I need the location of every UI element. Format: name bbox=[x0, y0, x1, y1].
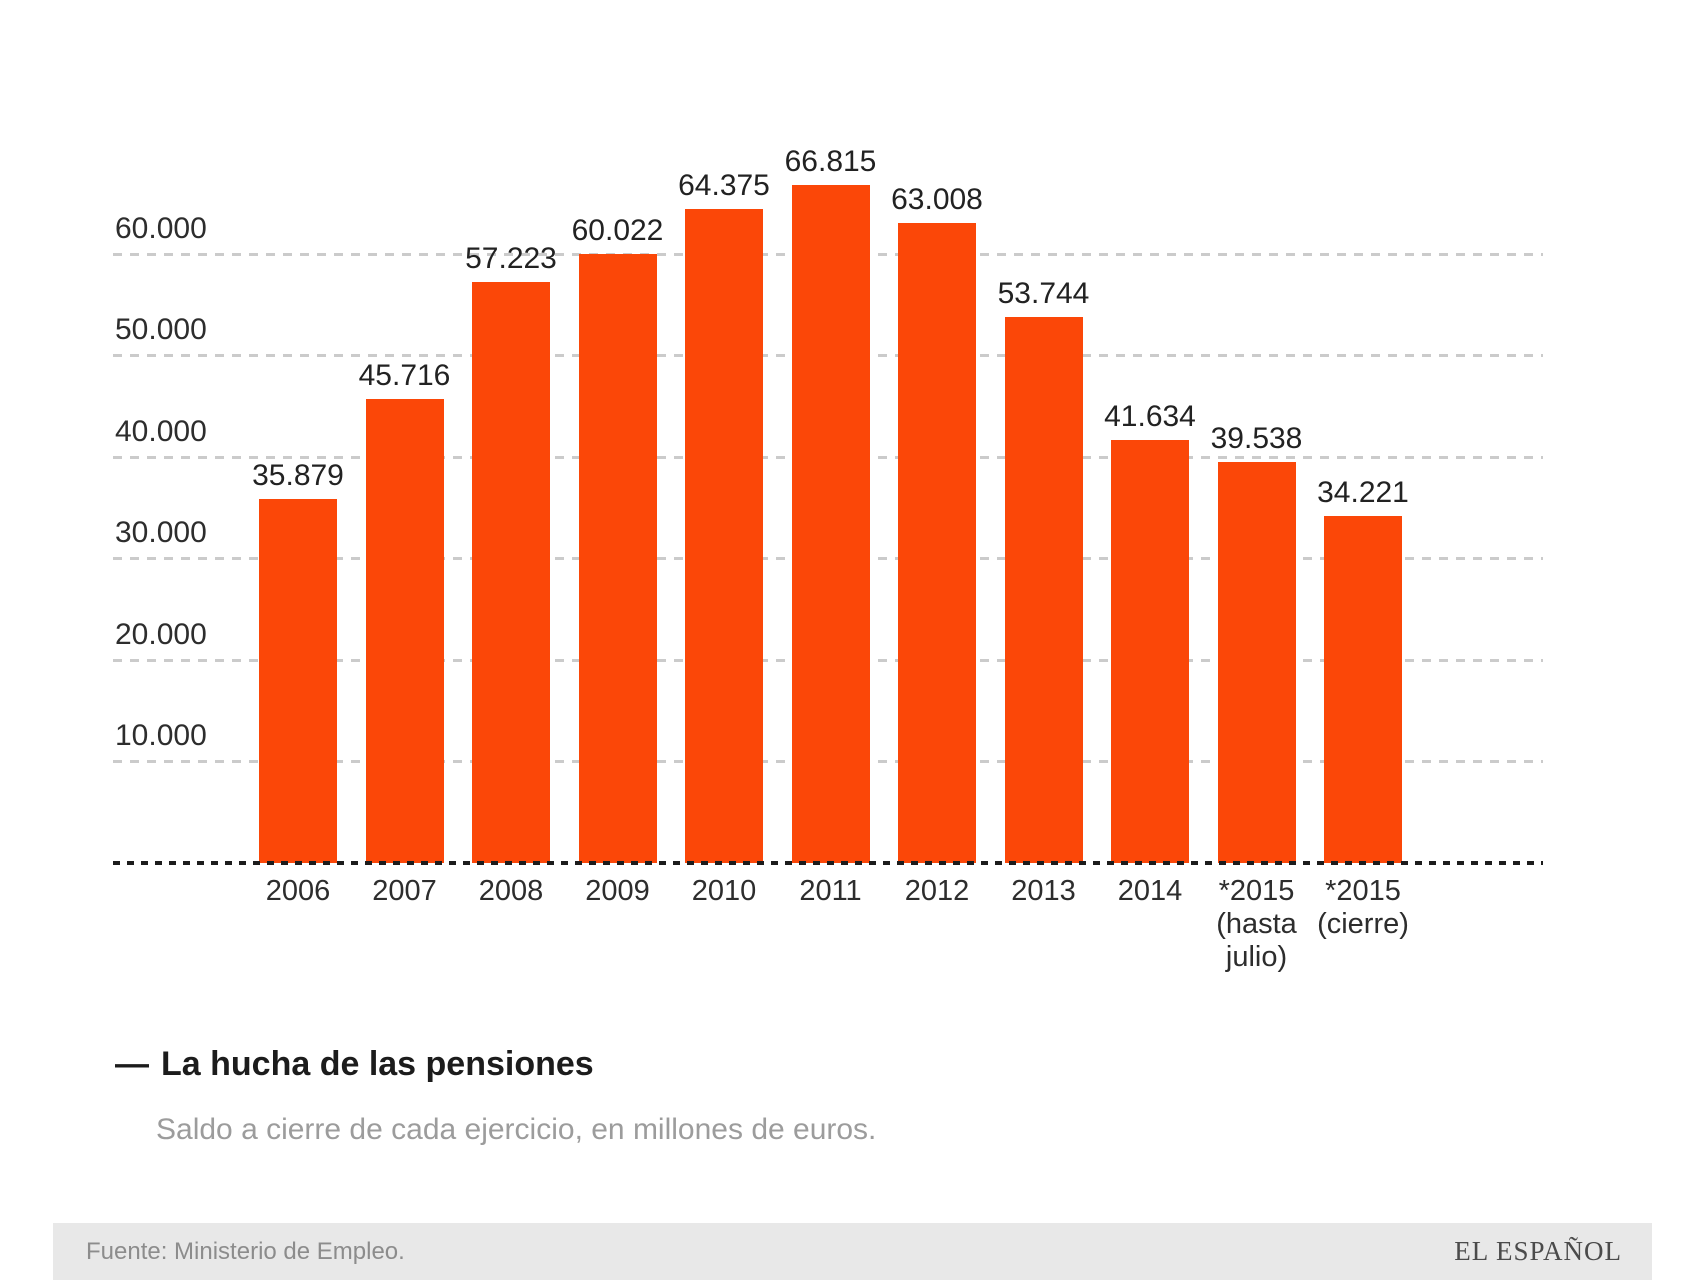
bar bbox=[898, 223, 976, 863]
y-axis-tick-label: 10.000 bbox=[115, 719, 207, 753]
bar bbox=[365, 398, 444, 863]
bar-value-label: 41.634 bbox=[1104, 400, 1196, 434]
bar-value-label: 53.744 bbox=[997, 277, 1090, 311]
x-axis-tick-label: 2009 bbox=[585, 875, 650, 907]
x-axis-tick-label: 2013 bbox=[1011, 875, 1076, 907]
footer-bar: Fuente: Ministerio de Empleo. EL ESPAÑOL bbox=[53, 1223, 1652, 1280]
bar-value-label: 45.716 bbox=[358, 358, 451, 392]
chart-subtitle: Saldo a cierre de cada ejercicio, en mil… bbox=[156, 1113, 877, 1146]
bar bbox=[791, 184, 870, 863]
bar bbox=[685, 209, 763, 863]
x-axis-tick-label: 2010 bbox=[691, 875, 757, 907]
bar bbox=[259, 498, 337, 863]
y-axis-tick-label: 60.000 bbox=[115, 211, 207, 245]
y-axis-tick-label: 40.000 bbox=[115, 414, 207, 448]
bar-value-label: 64.375 bbox=[678, 169, 770, 203]
bar bbox=[578, 253, 657, 863]
x-axis-tick-label: *2015 (cierre) bbox=[1317, 875, 1409, 940]
bar-value-label: 39.538 bbox=[1210, 421, 1303, 455]
bar bbox=[1217, 461, 1296, 863]
title-dash-icon: — bbox=[115, 1045, 149, 1083]
x-axis-tick-label: *2015 (hasta julio) bbox=[1216, 875, 1297, 973]
title-block: — La hucha de las pensiones bbox=[115, 1044, 594, 1084]
bar bbox=[1111, 440, 1189, 863]
bar bbox=[472, 281, 550, 863]
x-axis-tick-label: 2012 bbox=[904, 875, 970, 907]
x-axis-tick-label: 2011 bbox=[799, 875, 862, 907]
chart-title: La hucha de las pensiones bbox=[161, 1045, 594, 1083]
bar bbox=[1004, 317, 1083, 863]
bar-value-label: 60.022 bbox=[571, 213, 664, 247]
bar-value-label: 63.008 bbox=[891, 183, 983, 217]
bar-value-label: 35.879 bbox=[252, 458, 344, 492]
x-axis-tick-label: 2007 bbox=[372, 875, 437, 907]
x-axis-baseline bbox=[113, 861, 1543, 865]
y-axis-tick-label: 50.000 bbox=[115, 313, 207, 347]
brand-logo[interactable]: EL ESPAÑOL bbox=[1454, 1236, 1622, 1266]
bar-value-label: 66.815 bbox=[784, 144, 877, 178]
bar-value-label: 34.221 bbox=[1317, 475, 1409, 509]
source-credit: Fuente: Ministerio de Empleo. bbox=[86, 1237, 405, 1265]
x-axis-tick-label: 2008 bbox=[478, 875, 544, 907]
bar bbox=[1324, 515, 1402, 863]
y-axis-tick-label: 30.000 bbox=[115, 516, 207, 550]
y-axis-tick-label: 20.000 bbox=[115, 617, 207, 651]
x-axis-tick-label: 2014 bbox=[1117, 875, 1183, 907]
bar-value-label: 57.223 bbox=[465, 241, 557, 275]
x-axis-tick-label: 2006 bbox=[265, 875, 331, 907]
